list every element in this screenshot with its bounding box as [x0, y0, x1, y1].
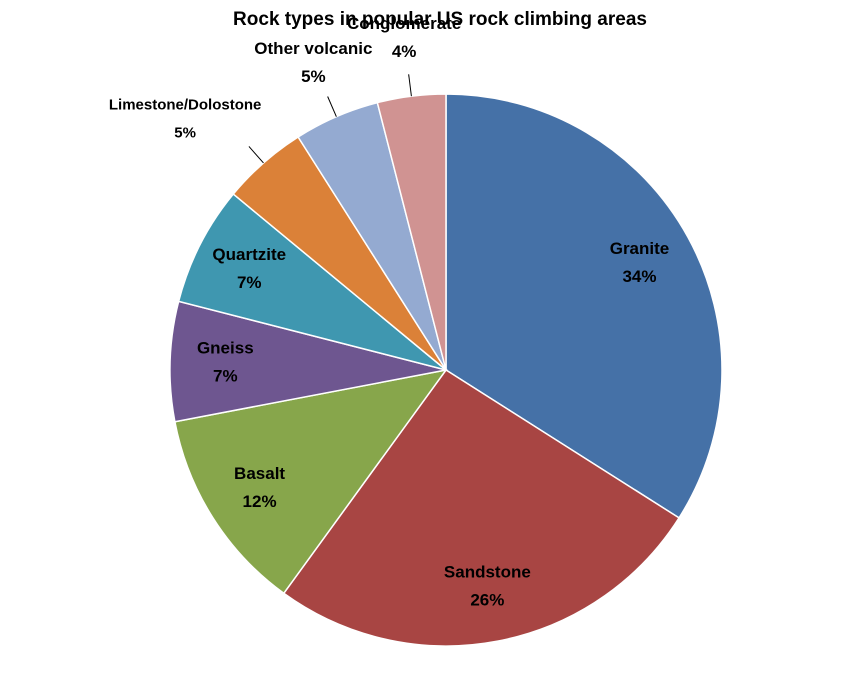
slice-label: Other volcanic [254, 39, 372, 58]
pie-slice [174, 368, 448, 595]
value-label: 7% [213, 367, 238, 386]
slice-label: Sandstone [444, 562, 531, 581]
pie-slice [177, 193, 447, 371]
slice-label: Limestone/Dolostone [109, 96, 262, 113]
pie-slice [445, 93, 723, 519]
value-label: 4% [392, 42, 417, 61]
pie-slice [282, 368, 681, 647]
pie-slice [169, 300, 447, 423]
slice-label: Quartzite [212, 245, 286, 264]
value-label: 34% [622, 267, 656, 286]
value-label: 5% [301, 67, 326, 86]
leader-line [248, 146, 264, 164]
chart-title: Rock types in popular US rock climbing a… [233, 9, 647, 30]
value-label: 7% [237, 273, 262, 292]
slice-label: Granite [610, 239, 670, 258]
leader-line [327, 96, 337, 117]
slice-label: Conglomerate [347, 14, 461, 33]
slice-label: Basalt [234, 464, 285, 483]
slice-label: Gneiss [197, 339, 254, 358]
value-label: 5% [174, 124, 196, 141]
pie-slice [376, 93, 447, 371]
value-label: 12% [243, 492, 277, 511]
value-label: 26% [470, 590, 504, 609]
leader-line [408, 74, 412, 97]
